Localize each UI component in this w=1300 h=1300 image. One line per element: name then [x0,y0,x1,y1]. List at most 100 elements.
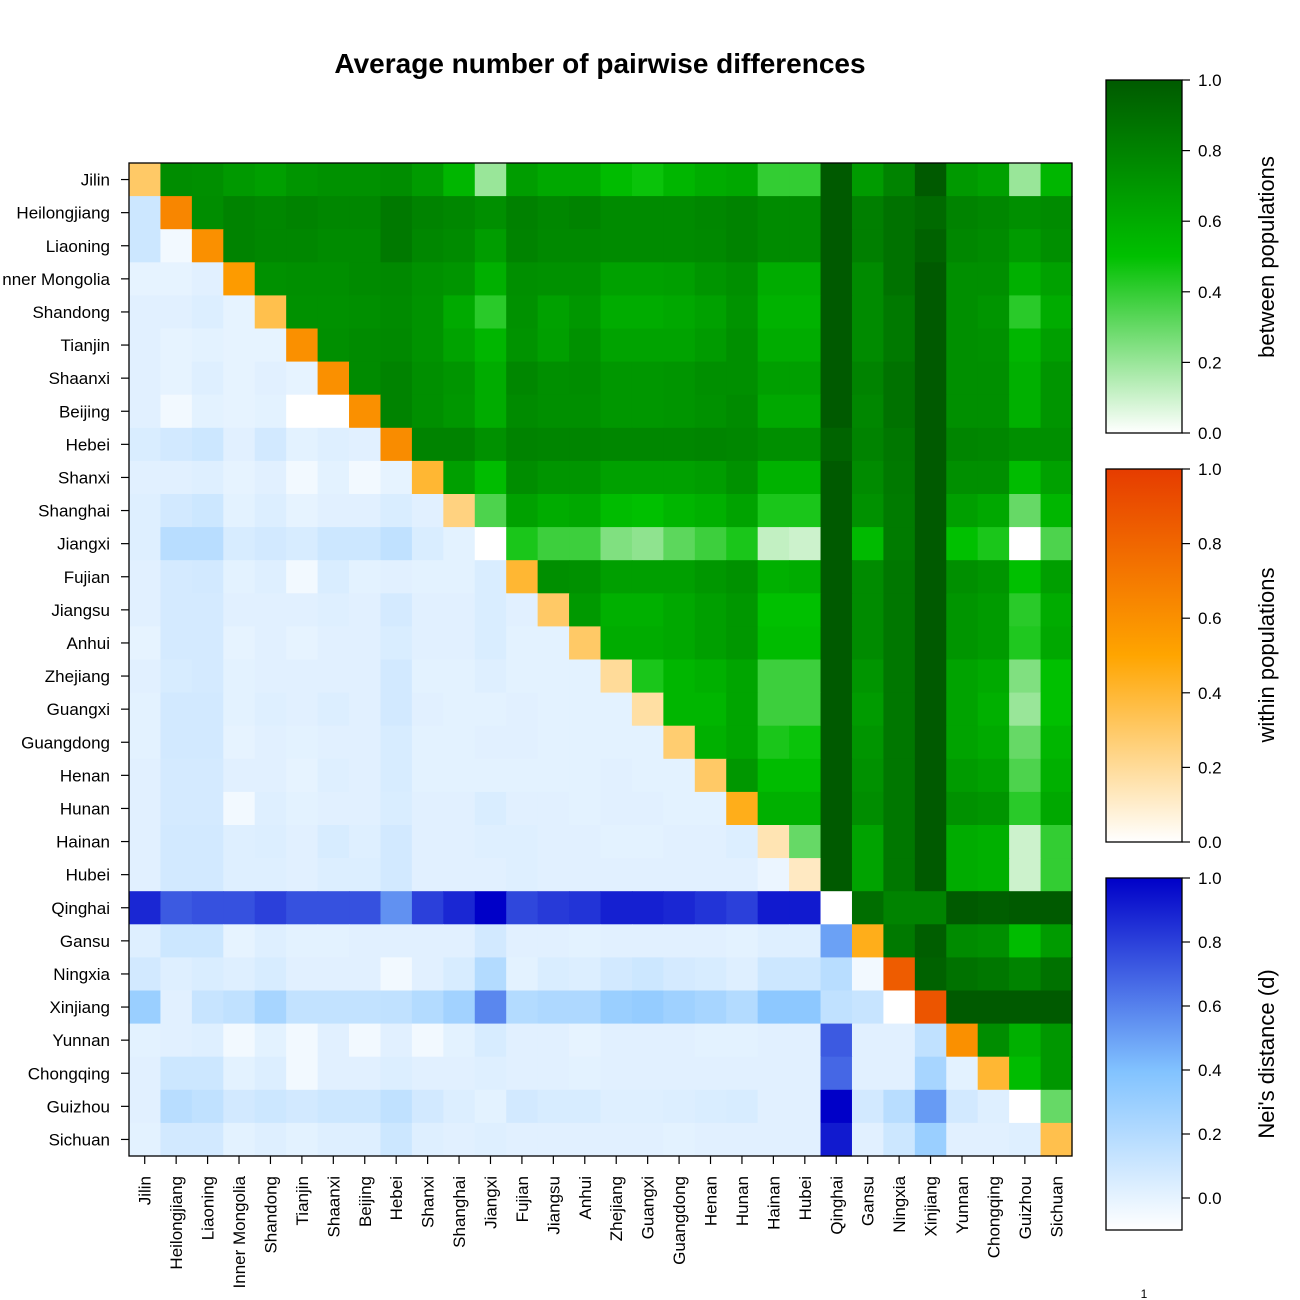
colorbar-tick-label: 0.6 [1198,609,1222,628]
heatmap-cell-nei [380,659,413,694]
heatmap-cell-nei [286,990,319,1025]
heatmap-cell-nei [191,957,224,992]
heatmap-cell-between [631,560,664,594]
heatmap-cell-between [1040,295,1073,330]
heatmap-cell-between [631,295,664,330]
heatmap-cell-between [443,295,476,330]
heatmap-cell-between [443,361,476,396]
heatmap-cell-between [1009,692,1042,727]
heatmap-cell-nei [726,924,759,958]
heatmap-cell-between [474,494,507,528]
heatmap-cell-between [1040,229,1073,263]
heatmap-cell-nei [129,295,162,330]
heatmap-cell-nei [160,725,193,760]
heatmap-cell-within [286,328,319,363]
heatmap-cell-nei [474,858,507,892]
heatmap-cell-between [537,460,570,495]
heatmap-cell-nei [411,957,444,992]
x-axis: Jilin Heilongjiang Liaoning Inner Mongolia S… [136,1156,1066,1288]
heatmap-cell-within [317,361,350,396]
heatmap-cell-nei [411,825,444,859]
heatmap-cell-between [1009,229,1042,263]
heatmap-cell-nei [286,924,319,958]
heatmap-cell-nei [474,825,507,859]
heatmap-cell-nei [411,1023,444,1058]
heatmap-cell-within [977,1056,1010,1091]
heatmap-cell-between [851,692,884,727]
x-tick-label: Liaoning [199,1176,218,1240]
heatmap-cell-between [1009,295,1042,330]
heatmap-cell-between [883,593,916,627]
heatmap-cell-nei [317,1023,350,1058]
heatmap-cell-between [411,163,444,197]
heatmap-cell-nei [160,262,193,296]
heatmap-cell-nei [443,659,476,694]
heatmap-cell-nei [286,361,319,396]
heatmap-cell-between [789,692,822,727]
heatmap-cell-between [851,229,884,263]
heatmap-cell-nei [474,791,507,826]
heatmap-cell-between [789,494,822,528]
heatmap-cell-between [663,560,696,594]
y-tick-label: Beijing [59,402,110,421]
heatmap-cell-nei [474,1056,507,1091]
heatmap-cell-nei [286,725,319,760]
heatmap-cell-between [851,825,884,859]
heatmap-cell-nei [160,1023,193,1058]
heatmap-cell-between [474,427,507,462]
heatmap-cell-between [851,725,884,760]
heatmap-cell-between [1040,858,1073,892]
heatmap-cell-between [977,626,1010,661]
heatmap-cell-between [883,825,916,859]
heatmap-cell-between [726,328,759,363]
heatmap-cell-nei [129,1056,162,1091]
heatmap-cell-nei [380,858,413,892]
heatmap-cell-nei [443,626,476,661]
heatmap-cell-nei [977,1122,1010,1157]
heatmap-cell-nei [223,1056,256,1091]
heatmap-cell-nei [1009,1122,1042,1157]
heatmap-cell-nei [851,1089,884,1124]
heatmap-cell-nei [254,1122,287,1157]
heatmap-cell-between [537,361,570,396]
heatmap-cell-between [914,725,947,760]
heatmap-cell-nei [946,1089,979,1124]
heatmap-cell-between [757,361,790,396]
heatmap-cell-between [600,527,633,561]
heatmap-cell-nei [380,1089,413,1124]
heatmap-cell-between [977,990,1010,1025]
heatmap-cell-nei [223,957,256,992]
heatmap-cell-between [569,196,602,230]
heatmap-cell-nei [254,791,287,826]
heatmap-cell-between [1009,1023,1042,1058]
heatmap-cell-nei [569,990,602,1025]
heatmap-cell-between [600,593,633,627]
colorbar-tick-label: 0.4 [1198,684,1222,703]
heatmap-cell-between [1009,990,1042,1025]
heatmap-cell-between [1040,924,1073,958]
heatmap-cell-nei [537,626,570,661]
heatmap-cell-nei [223,1089,256,1124]
heatmap-cell-nei [160,791,193,826]
heatmap-cell-nei [317,825,350,859]
heatmap-cell-between [1009,891,1042,925]
heatmap-cell-nei [443,560,476,594]
heatmap-cell-nei [694,1056,727,1091]
heatmap-cell-nei [380,626,413,661]
heatmap-cell-between [600,196,633,230]
heatmap-cell-nei [317,1089,350,1124]
heatmap-cell-between [789,163,822,197]
heatmap-cell-between [914,659,947,694]
heatmap-cell-nei [506,1089,539,1124]
heatmap-cell-nei [474,924,507,958]
heatmap-cell-between [851,427,884,462]
heatmap-cell-nei [286,1122,319,1157]
heatmap-cell-nei [757,891,790,925]
heatmap-cell-nei [380,527,413,561]
heatmap-cell-nei [160,460,193,495]
heatmap-cell-between [254,163,287,197]
heatmap-cell-nei [160,328,193,363]
heatmap-cell-nei [506,1122,539,1157]
heatmap-cell-nei [129,758,162,793]
heatmap-cell-between [757,527,790,561]
